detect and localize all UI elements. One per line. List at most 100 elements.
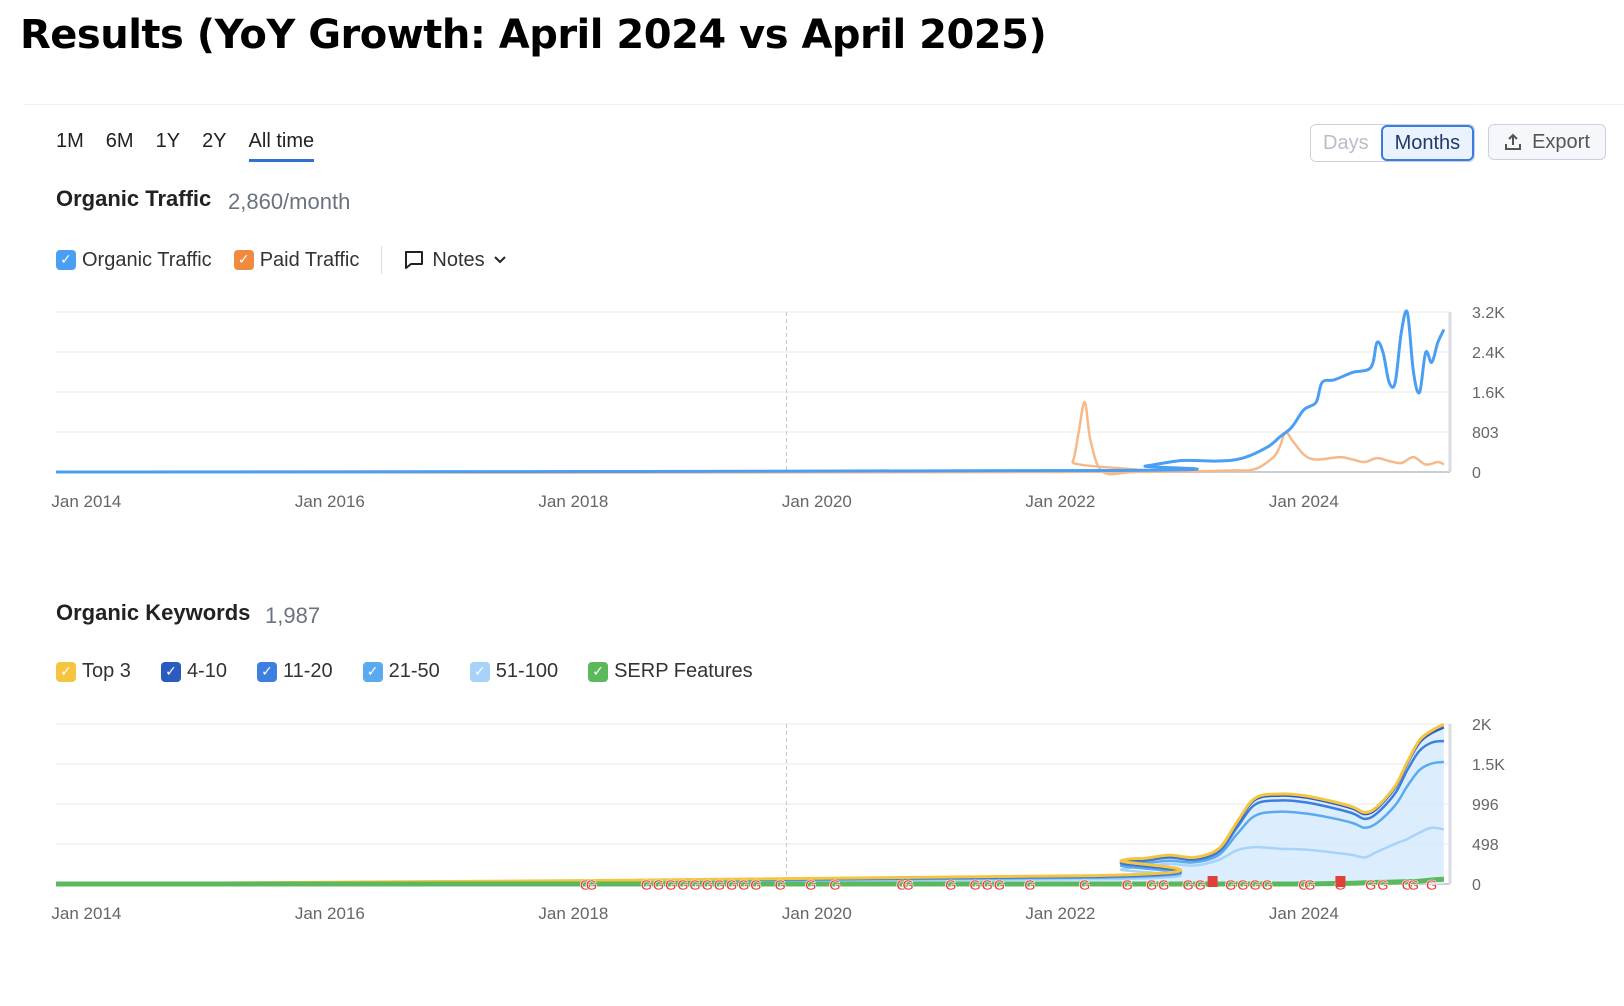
google-update-marker-icon: G xyxy=(1225,877,1237,894)
google-update-marker-icon: G xyxy=(896,877,908,894)
google-update-marker-icon: G xyxy=(1182,877,1194,894)
legend-label: Top 3 xyxy=(82,660,131,682)
checkbox-checked-icon: ✓ xyxy=(469,661,490,682)
google-update-marker-icon: G xyxy=(1079,877,1091,894)
x-tick-label: Jan 2016 xyxy=(295,492,365,511)
series-line-serp-features xyxy=(55,876,1445,887)
legend-4-10[interactable]: ✓ 4-10 xyxy=(160,660,227,683)
series-line-paid-traffic xyxy=(55,401,1445,476)
x-tick-label: Jan 2022 xyxy=(1025,904,1095,923)
flag-marker-icon xyxy=(1335,876,1346,887)
legend-label: 21-50 xyxy=(388,660,440,682)
days-button[interactable]: Days xyxy=(1311,125,1381,161)
legend-organic-traffic[interactable]: ✓ Organic Traffic xyxy=(56,249,212,272)
granularity-toggle: Days Months xyxy=(1310,124,1476,162)
keywords-area-fill xyxy=(56,724,1444,884)
legend-top-3[interactable]: ✓ Top 3 xyxy=(56,660,131,683)
range-tab-6m[interactable]: 6M xyxy=(105,130,134,152)
series-line-organic-traffic xyxy=(55,309,1446,474)
google-update-marker-icon: G xyxy=(945,877,957,894)
google-update-marker-icon: G xyxy=(1426,877,1438,894)
keywords-value: 1,987 xyxy=(265,603,321,628)
organic-traffic-chart: 0 803 1.6K 2.4K 3.2K Jan 2014 Jan 2016 Jan 2018… xyxy=(51,305,1505,511)
google-update-marker-icon: G xyxy=(1158,877,1170,894)
y-tick-label: 1.6K xyxy=(1472,385,1505,402)
page-title: Results (YoY Growth: April 2024 vs April… xyxy=(20,12,1047,58)
legend-21-50[interactable]: ✓ 21-50 xyxy=(362,660,440,683)
time-range-tabs: 1M 6M 1Y 2Y All time xyxy=(56,130,315,162)
checkbox-checked-icon: ✓ xyxy=(233,250,254,270)
google-update-marker-icon: G xyxy=(1304,877,1316,894)
x-tick-label: Jan 2018 xyxy=(538,492,608,511)
google-update-marker-icon: G xyxy=(653,877,665,894)
x-tick-label: Jan 2018 xyxy=(538,904,608,923)
google-update-marker-icon: G xyxy=(1146,877,1158,894)
x-tick-label: Jan 2024 xyxy=(1269,492,1339,511)
google-update-marker-icon: G xyxy=(750,877,762,894)
google-update-marker-icon: G xyxy=(640,877,652,894)
range-tab-2y[interactable]: 2Y xyxy=(202,130,227,152)
x-tick-label: Jan 2024 xyxy=(1269,904,1339,923)
y-tick-label: 996 xyxy=(1472,797,1499,814)
checkbox-checked-icon: ✓ xyxy=(56,661,76,682)
notes-label: Notes xyxy=(432,248,485,271)
x-tick-label: Jan 2020 xyxy=(782,492,852,511)
divider xyxy=(24,104,1624,105)
google-update-marker-icon: G xyxy=(677,877,689,894)
x-tick-label: Jan 2014 xyxy=(51,904,121,923)
google-update-marker-icon: G xyxy=(1121,877,1133,894)
series-line-top-3 xyxy=(55,723,1445,886)
google-update-marker-icon: G xyxy=(1401,877,1413,894)
legend-51-100[interactable]: ✓ 51-100 xyxy=(469,660,559,683)
google-update-marker-icon: G xyxy=(1194,877,1206,894)
checkbox-checked-icon: ✓ xyxy=(362,661,383,682)
google-update-marker-icon: G xyxy=(1407,877,1419,894)
google-update-marker-icon: G xyxy=(714,877,726,894)
range-tab-1m[interactable]: 1M xyxy=(56,130,84,152)
y-tick-label: 803 xyxy=(1472,425,1499,442)
keywords-title: Organic Keywords xyxy=(56,600,251,625)
google-update-marker-icon: G xyxy=(1365,877,1377,894)
legend-label: 51-100 xyxy=(495,660,559,682)
google-update-marker-icon: G xyxy=(1261,877,1273,894)
google-update-marker-icon: G xyxy=(981,877,993,894)
google-update-marker-icon: G xyxy=(1377,877,1389,894)
google-update-marker-icon: G xyxy=(829,877,841,894)
organic-keywords-chart: 0 498 996 1.5K 2K Jan 2014 Jan 2016 Jan 2018 Jan… xyxy=(51,717,1505,923)
x-tick-label: Jan 2016 xyxy=(295,904,365,923)
legend-separator xyxy=(381,246,383,274)
legend-label: 4-10 xyxy=(186,660,227,682)
y-tick-label: 3.2K xyxy=(1472,305,1505,322)
y-tick-label: 0 xyxy=(1472,465,1481,482)
chevron-down-icon xyxy=(493,256,506,264)
months-button[interactable]: Months xyxy=(1380,125,1475,161)
google-update-marker-icon: G xyxy=(1024,877,1036,894)
x-tick-label: Jan 2022 xyxy=(1025,492,1095,511)
google-update-marker-icon: G xyxy=(969,877,981,894)
notes-dropdown[interactable]: Notes xyxy=(404,249,506,272)
legend-serp-features[interactable]: ✓ SERP Features xyxy=(588,660,753,683)
flag-marker-icon xyxy=(1207,876,1218,887)
legend-label: Paid Traffic xyxy=(259,248,360,271)
comment-icon xyxy=(405,251,424,269)
legend-paid-traffic[interactable]: ✓ Paid Traffic xyxy=(233,248,360,272)
google-update-marker-icon: G xyxy=(902,877,914,894)
google-update-marker-icon: G xyxy=(805,877,817,894)
range-tab-all-time[interactable]: All time xyxy=(248,130,315,162)
google-update-marker-icon: G xyxy=(1249,877,1261,894)
traffic-value: 2,860/month xyxy=(228,189,351,214)
legend-label: SERP Features xyxy=(614,660,753,682)
upload-icon xyxy=(1505,133,1522,150)
x-tick-label: Jan 2014 xyxy=(51,492,121,511)
legend-label: Organic Traffic xyxy=(82,248,212,271)
google-update-marker-icon: G xyxy=(586,877,598,894)
export-label: Export xyxy=(1532,130,1590,153)
range-tab-1y[interactable]: 1Y xyxy=(155,130,181,152)
y-tick-label: 498 xyxy=(1472,837,1499,854)
traffic-title: Organic Traffic xyxy=(56,186,212,211)
checkbox-checked-icon: ✓ xyxy=(588,661,609,682)
keywords-legend: ✓ Top 3 ✓ 4-10 ✓ 11-20 ✓ 21-50 ✓ 51-100 ✓ SERP Feat… xyxy=(56,660,753,683)
legend-11-20[interactable]: ✓ 11-20 xyxy=(256,660,333,683)
google-update-marker-icon: G xyxy=(701,877,713,894)
export-button[interactable]: Export xyxy=(1488,124,1606,160)
